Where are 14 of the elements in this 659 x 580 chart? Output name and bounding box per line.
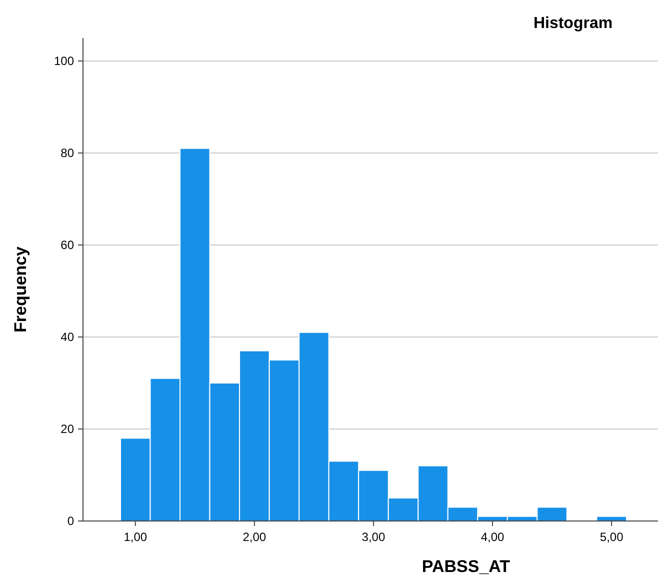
- x-tick-label: 3,00: [362, 530, 386, 544]
- x-tick-label: 4,00: [480, 530, 505, 544]
- x-tick-label: 1,00: [124, 530, 148, 544]
- y-tick-label: 20: [60, 422, 74, 436]
- y-axis-title: Frequency: [11, 246, 30, 332]
- x-axis-title: PABSS_AT: [422, 557, 511, 576]
- chart-title: Histogram: [533, 15, 613, 32]
- y-tick-label: 0: [67, 514, 74, 528]
- x-tick-label: 5,00: [600, 530, 624, 544]
- x-tick-label: 2,00: [242, 530, 266, 544]
- y-tick-label: 100: [54, 54, 74, 68]
- y-tick-label: 40: [60, 330, 74, 344]
- y-tick-label: 60: [60, 238, 74, 252]
- y-tick-label: 80: [60, 146, 74, 160]
